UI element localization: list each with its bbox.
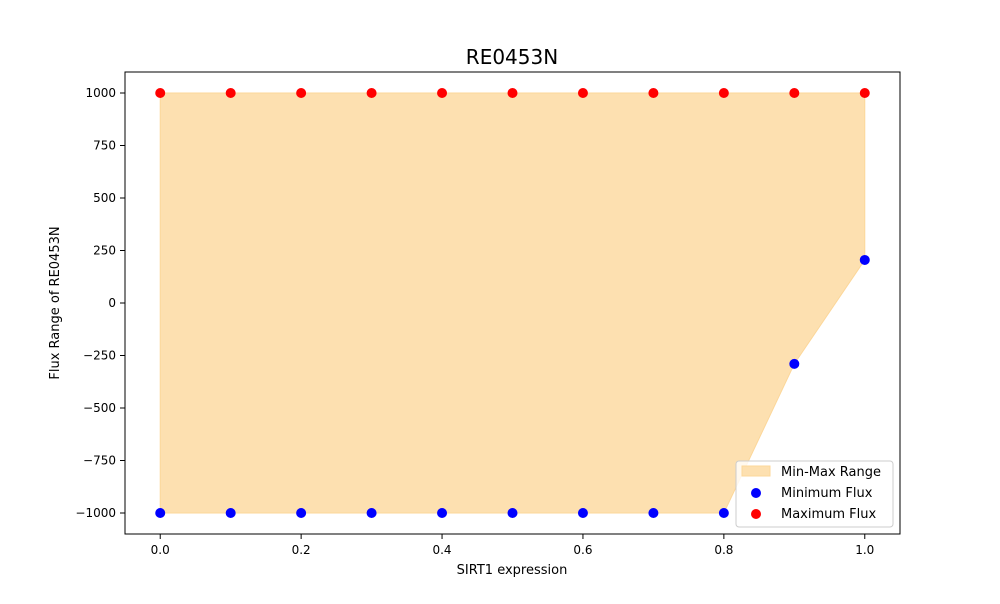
legend-label-max: Maximum Flux <box>781 507 877 522</box>
y-tick-label-1: −750 <box>83 454 116 468</box>
y-tick-label-0: −1000 <box>75 506 116 520</box>
maximum-flux-point-4 <box>437 88 448 98</box>
maximum-flux-point-5 <box>507 88 518 98</box>
x-axis-ticks: 0.0 0.2 0.4 0.6 0.8 1.0 <box>151 534 874 557</box>
maximum-flux-point-0 <box>155 88 166 98</box>
chart-title: RE0453N <box>466 45 558 69</box>
minimum-flux-point-1 <box>225 508 236 518</box>
x-tick-label-2: 0.4 <box>432 543 451 557</box>
y-axis-label: Flux Range of RE0453N <box>48 226 63 379</box>
min-max-range-area <box>159 92 866 514</box>
minimum-flux-point-4 <box>437 508 448 518</box>
legend-marker-min <box>751 488 761 498</box>
legend-swatch-range <box>741 465 771 477</box>
minimum-flux-point-3 <box>366 508 377 518</box>
minimum-flux-point-2 <box>296 508 307 518</box>
x-tick-label-1: 0.2 <box>292 543 311 557</box>
y-tick-label-7: 750 <box>93 139 116 153</box>
y-tick-label-5: 250 <box>93 244 116 258</box>
x-tick-label-5: 1.0 <box>855 543 874 557</box>
x-tick-label-3: 0.6 <box>573 543 592 557</box>
y-axis-ticks: −1000 −750 −500 −250 0 250 500 750 1000 <box>75 86 125 520</box>
maximum-flux-point-8 <box>718 88 729 98</box>
minimum-flux-point-0 <box>155 508 166 518</box>
y-tick-label-3: −250 <box>83 349 116 363</box>
maximum-flux-point-3 <box>366 88 377 98</box>
fill-layer <box>159 92 866 514</box>
points-layer <box>155 88 870 518</box>
maximum-flux-point-1 <box>225 88 236 98</box>
minimum-flux-point-9 <box>789 358 800 369</box>
legend-label-range: Min-Max Range <box>781 465 881 480</box>
legend-label-min: Minimum Flux <box>781 486 873 501</box>
maximum-flux-point-10 <box>859 88 870 98</box>
maximum-flux-point-2 <box>296 88 307 98</box>
minimum-flux-point-10 <box>859 254 870 265</box>
y-tick-label-4: 0 <box>108 296 116 310</box>
x-tick-label-0: 0.0 <box>151 543 170 557</box>
x-axis-label: SIRT1 expression <box>457 563 568 578</box>
legend-marker-max <box>751 509 761 519</box>
legend: Min-Max Range Minimum Flux Maximum Flux <box>735 460 894 528</box>
y-tick-label-6: 500 <box>93 191 116 205</box>
maximum-flux-point-6 <box>577 88 588 98</box>
y-tick-label-2: −500 <box>83 401 116 415</box>
y-tick-label-8: 1000 <box>85 86 116 100</box>
maximum-flux-point-7 <box>648 88 659 98</box>
minimum-flux-point-6 <box>577 508 588 518</box>
minimum-flux-point-8 <box>718 508 729 518</box>
legend-box <box>735 460 894 528</box>
minimum-flux-point-7 <box>648 508 659 518</box>
x-tick-label-4: 0.8 <box>714 543 733 557</box>
maximum-flux-point-9 <box>789 88 800 98</box>
minimum-flux-point-5 <box>507 508 518 518</box>
